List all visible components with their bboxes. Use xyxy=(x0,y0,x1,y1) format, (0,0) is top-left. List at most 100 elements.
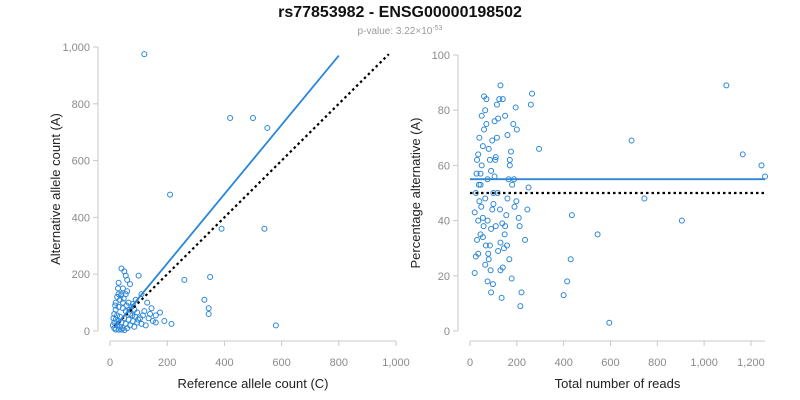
left-data-point xyxy=(272,322,279,329)
right-data-point xyxy=(491,173,498,180)
right-x-tick-label: 0 xyxy=(467,357,473,369)
right-x-axis-title: Total number of reads xyxy=(555,376,681,391)
right-data-point xyxy=(488,167,495,174)
left-data-point xyxy=(144,299,151,306)
right-data-point xyxy=(496,206,503,213)
right-y-tick-label: 0 xyxy=(444,326,450,338)
right-data-point xyxy=(504,195,511,202)
right-data-point xyxy=(490,201,497,208)
right-data-point xyxy=(481,93,488,100)
right-data-point xyxy=(475,250,482,257)
right-x-tick-label: 200 xyxy=(508,357,526,369)
left-data-point xyxy=(115,279,122,286)
left-data-point xyxy=(261,225,268,232)
right-data-point xyxy=(495,247,502,254)
left-data-point xyxy=(135,316,142,323)
left-data-point xyxy=(205,305,212,312)
right-data-point xyxy=(477,170,484,177)
right-x-tick-label: 800 xyxy=(648,357,666,369)
left-x-tick-label: 800 xyxy=(330,357,348,369)
left-data-point xyxy=(115,326,122,333)
right-data-point xyxy=(486,242,493,249)
right-x-tick-label: 400 xyxy=(554,357,572,369)
left-data-point xyxy=(118,326,125,333)
right-data-point xyxy=(492,156,499,163)
right-data-point xyxy=(723,82,730,89)
right-data-point xyxy=(497,239,504,246)
right-data-point xyxy=(483,121,490,127)
left-x-tick-label: 1,000 xyxy=(382,357,410,369)
left-x-tick-label: 0 xyxy=(107,357,113,369)
right-x-tick-label: 1,200 xyxy=(737,357,765,369)
left-data-point xyxy=(138,291,145,298)
chart-subtitle: p-value: 3.22×10-53 xyxy=(0,25,800,37)
left-data-point xyxy=(111,310,118,317)
right-data-point xyxy=(473,170,480,177)
left-data-point xyxy=(152,312,159,319)
right-data-point xyxy=(503,242,510,249)
left-data-point xyxy=(181,276,188,283)
right-data-point xyxy=(478,162,485,169)
left-data-point xyxy=(148,305,155,312)
right-data-point xyxy=(484,278,491,285)
right-scatter-plot: 0 200 400 600 800 1,000 1,200 0 20 40 60 80 100 Total… xyxy=(408,50,768,391)
right-data-point xyxy=(516,223,523,230)
right-data-point xyxy=(513,126,520,133)
left-data-point xyxy=(152,319,159,326)
right-y-tick-label: 80 xyxy=(438,105,450,117)
left-data-point xyxy=(250,115,256,121)
left-y-axis-title: Alternative allele count (A) xyxy=(48,113,63,265)
right-data-point xyxy=(536,145,543,152)
right-data-point xyxy=(502,112,509,119)
right-data-point xyxy=(507,148,514,155)
left-data-point xyxy=(119,299,126,306)
left-data-point xyxy=(161,318,168,325)
left-y-tick-label: 600 xyxy=(72,156,90,168)
right-data-point xyxy=(499,220,506,227)
right-data-point xyxy=(484,217,491,224)
left-data-point xyxy=(157,309,164,316)
right-data-point xyxy=(476,134,483,141)
right-data-point xyxy=(488,289,495,296)
right-data-point xyxy=(480,223,487,230)
left-data-point xyxy=(135,272,142,279)
right-data-point xyxy=(482,261,489,268)
right-data-point xyxy=(492,223,499,230)
right-data-point xyxy=(471,209,478,216)
right-data-point xyxy=(493,101,500,108)
right-data-point xyxy=(487,267,494,274)
right-data-point xyxy=(489,281,496,288)
left-x-tick-label: 400 xyxy=(215,357,233,369)
right-data-point xyxy=(513,198,520,205)
right-data-point xyxy=(501,231,508,238)
right-data-point xyxy=(479,214,486,221)
left-reference-line xyxy=(113,53,390,328)
right-data-point xyxy=(762,173,768,180)
left-y-tick-label: 1,000 xyxy=(62,42,90,54)
left-data-point xyxy=(201,296,208,303)
right-data-point xyxy=(497,82,504,89)
right-data-point xyxy=(678,217,685,224)
right-data-point xyxy=(492,154,499,161)
left-data-point xyxy=(120,295,127,302)
left-data-point xyxy=(124,288,131,295)
right-data-point xyxy=(594,231,601,238)
right-data-point xyxy=(527,101,534,108)
right-y-tick-label: 100 xyxy=(432,50,450,62)
right-data-point xyxy=(500,245,507,252)
right-data-point xyxy=(478,203,485,210)
left-data-point xyxy=(141,51,148,58)
right-data-point xyxy=(517,303,524,310)
left-fit-line xyxy=(113,54,340,329)
left-data-point xyxy=(123,302,130,309)
right-data-point xyxy=(564,278,571,285)
right-x-tick-label: 600 xyxy=(601,357,619,369)
right-data-point xyxy=(471,270,478,277)
right-data-point xyxy=(489,206,496,213)
right-data-point xyxy=(486,156,493,163)
left-data-point xyxy=(112,299,119,306)
right-data-point xyxy=(498,294,505,301)
right-data-point xyxy=(515,214,522,221)
left-data-point xyxy=(118,265,125,272)
left-y-tick-label: 0 xyxy=(84,326,90,338)
